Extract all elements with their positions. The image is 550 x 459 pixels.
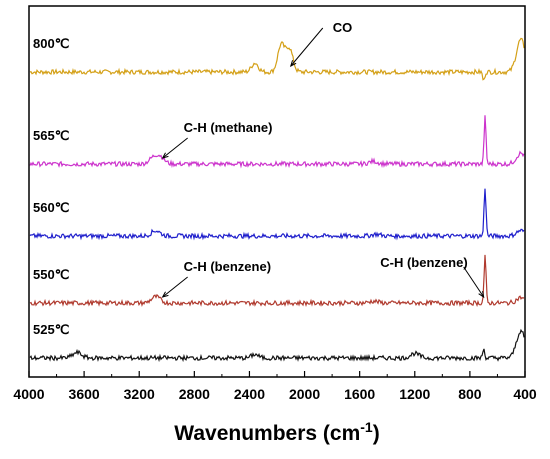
series-layer <box>29 37 525 363</box>
annotation-label: C-H (methane) <box>184 120 273 135</box>
series-line <box>29 37 525 81</box>
x-tick-label: 800 <box>458 386 482 402</box>
x-tick-label: 2400 <box>234 386 265 402</box>
annotation-arrowhead <box>161 152 169 159</box>
annotation-label: CO <box>333 20 353 35</box>
x-tick-label: 1200 <box>399 386 430 402</box>
series-line <box>29 188 525 241</box>
annotation-arrow <box>162 137 188 159</box>
series-label: 525℃ <box>33 322 69 337</box>
annotation-arrowhead <box>289 60 297 67</box>
annotation-arrow <box>162 276 188 298</box>
series-label: 550℃ <box>33 267 69 282</box>
annotation-layer: CO C-H (methane) C-H (benzene) C-H (benzene… <box>161 20 485 299</box>
annotation-label: C-H (benzene) <box>184 259 271 274</box>
x-tick-label: 2000 <box>289 386 320 402</box>
x-tick-label: 4000 <box>13 386 44 402</box>
annotation-arrowhead <box>478 291 485 299</box>
series-label-layer: 800℃ 565℃ 560℃ 550℃ 525℃ <box>33 36 69 337</box>
series-line <box>29 254 525 308</box>
series-line <box>29 328 525 363</box>
x-tick-label: 3600 <box>69 386 100 402</box>
tick-layer: 4000 3600 3200 2800 2400 2000 1600 1200 800 400 <box>13 371 537 402</box>
x-axis-title-text: Wavenumbers (cm <box>174 422 360 445</box>
x-axis-title: Wavenumbers (cm-1) <box>174 419 379 445</box>
series-label: 800℃ <box>33 36 69 51</box>
series-label: 560℃ <box>33 200 69 215</box>
x-axis-title-close: ) <box>373 422 380 445</box>
annotation-arrow <box>290 27 324 67</box>
annotation-arrowhead <box>161 291 169 298</box>
x-tick-label: 400 <box>513 386 537 402</box>
x-tick-label: 2800 <box>179 386 210 402</box>
x-tick-label: 1600 <box>344 386 375 402</box>
series-label: 565℃ <box>33 128 69 143</box>
annotation-arrow <box>463 266 485 298</box>
series-line <box>29 115 525 169</box>
x-tick-label: 3200 <box>124 386 155 402</box>
annotation-label: C-H (benzene) <box>380 255 467 270</box>
x-axis-title-superscript: -1 <box>360 419 373 435</box>
